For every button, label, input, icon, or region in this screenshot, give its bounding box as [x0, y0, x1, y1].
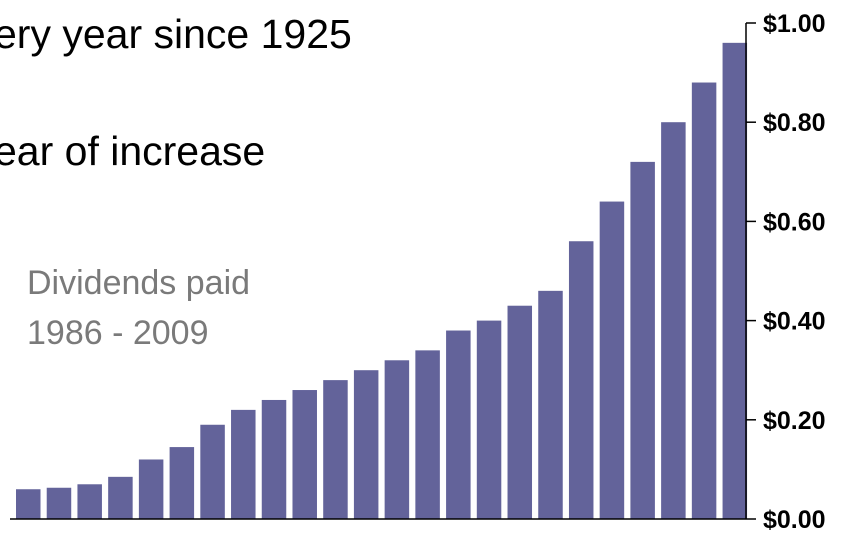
subtitle-line-1: Dividends paid [27, 264, 251, 302]
bar-1993 [231, 409, 256, 519]
chart-subtitle: Dividends paid 1986 - 2009 [27, 258, 250, 358]
bar-2005 [599, 201, 625, 519]
y-tick-label: $1.00 [763, 10, 826, 38]
bar-2003 [538, 290, 563, 519]
bar-1998 [384, 360, 410, 519]
bar-1986 [16, 489, 41, 519]
bar-1991 [169, 447, 195, 519]
bar-2000 [446, 330, 471, 519]
headline-line-2: ear of increase [0, 128, 266, 174]
bar-1987 [46, 487, 72, 519]
bar-1997 [353, 370, 379, 519]
bar-1996 [323, 380, 348, 519]
bar-1992 [200, 424, 225, 519]
bar-1999 [415, 350, 440, 519]
bar-2006 [630, 161, 655, 519]
bar-2004 [568, 241, 594, 520]
bar-1995 [292, 390, 317, 519]
bar-series [16, 42, 748, 520]
headline-line-1: ery year since 1925 [0, 11, 352, 57]
y-tick-label: $0.40 [763, 308, 826, 336]
y-tick-label: $0.00 [763, 506, 826, 534]
bar-1990 [138, 459, 164, 519]
bar-2008 [691, 82, 717, 520]
y-tick-label: $0.80 [763, 109, 826, 137]
bar-1988 [77, 484, 102, 519]
bar-2001 [476, 320, 502, 519]
bar-2009 [722, 42, 748, 520]
y-axis-ticks: $1.00 $0.80 $0.60 $0.40 $0.20 $0.00 [746, 10, 826, 534]
subtitle-line-2: 1986 - 2009 [27, 314, 209, 352]
y-tick-label: $0.60 [763, 208, 826, 236]
bar-1994 [261, 399, 287, 519]
y-tick-label: $0.20 [763, 407, 826, 435]
bar-2007 [661, 122, 686, 519]
bar-1989 [108, 476, 133, 519]
bar-2002 [507, 305, 533, 519]
